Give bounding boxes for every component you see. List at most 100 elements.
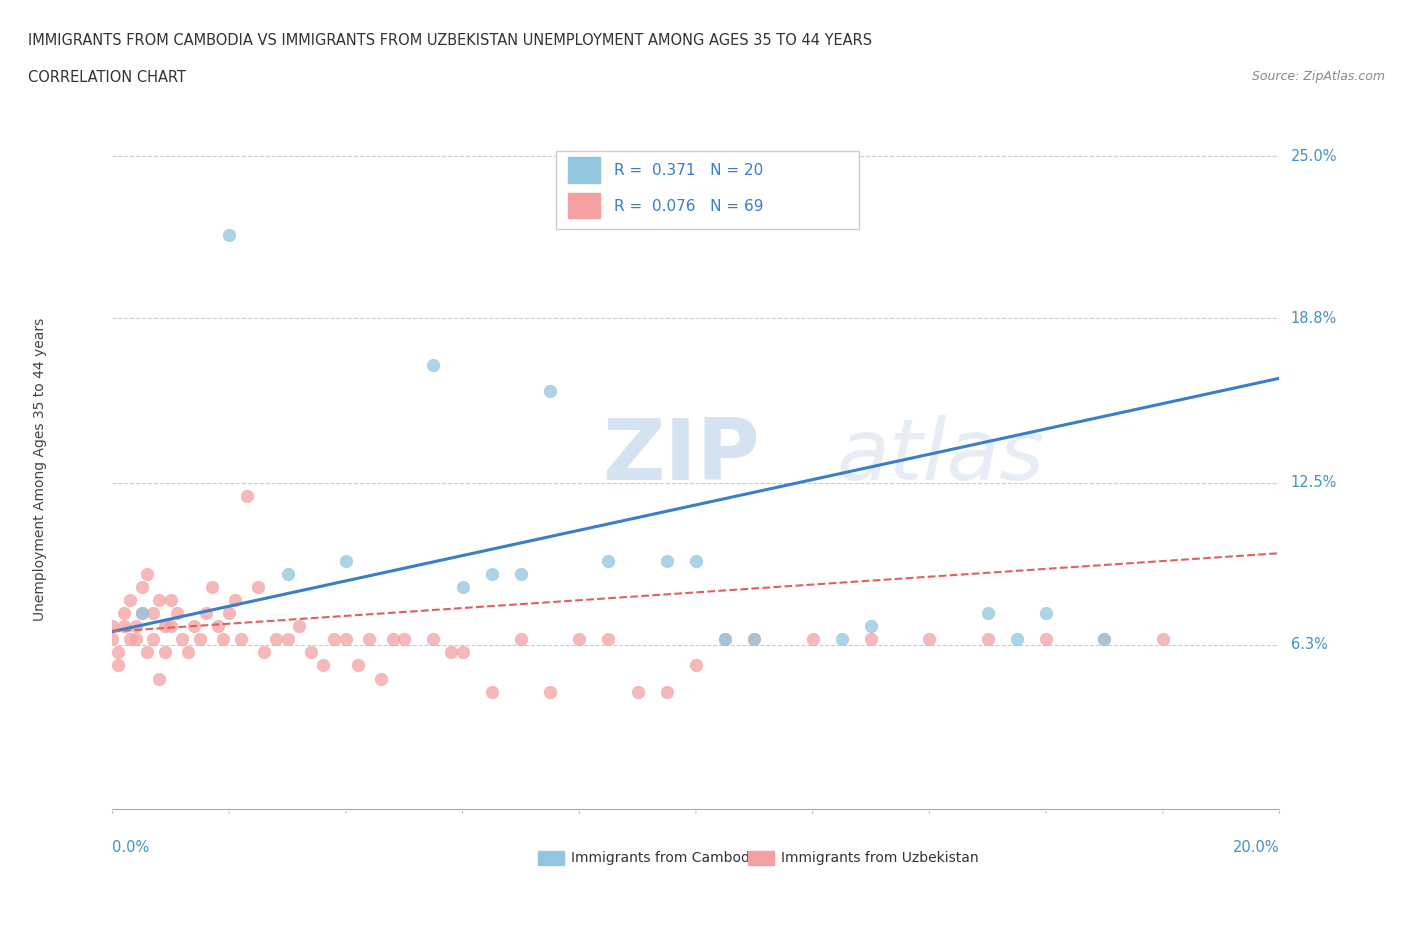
Point (148, 592, 170, 607)
Point (142, 605, 165, 620)
Point (422, 632, 444, 647)
Point (481, 566, 503, 581)
Point (194, 605, 217, 620)
Point (107, 645, 129, 660)
Text: R =  0.371   N = 20: R = 0.371 N = 20 (614, 164, 763, 179)
Point (118, 592, 141, 607)
Point (131, 605, 153, 620)
Bar (538, 851, 564, 866)
Point (1005, 632, 1028, 647)
Point (153, 618, 176, 633)
Point (166, 605, 188, 620)
Point (335, 553, 357, 568)
Point (509, 632, 531, 647)
Point (1152, 632, 1174, 647)
Point (451, 579, 474, 594)
Text: Source: ZipAtlas.com: Source: ZipAtlas.com (1251, 70, 1385, 83)
Point (107, 658, 129, 673)
Text: Immigrants from Uzbekistan: Immigrants from Uzbekistan (782, 851, 979, 865)
Point (201, 579, 224, 594)
Point (976, 605, 998, 620)
Point (742, 632, 765, 647)
Point (685, 553, 707, 568)
Point (112, 618, 135, 633)
Point (714, 632, 737, 647)
Bar (748, 851, 775, 866)
Point (335, 632, 357, 647)
Point (627, 684, 650, 699)
Point (276, 632, 298, 647)
Text: IMMIGRANTS FROM CAMBODIA VS IMMIGRANTS FROM UZBEKISTAN UNEMPLOYMENT AMONG AGES 3: IMMIGRANTS FROM CAMBODIA VS IMMIGRANTS F… (28, 33, 872, 47)
Point (153, 645, 176, 660)
Text: Immigrants from Cambodia: Immigrants from Cambodia (571, 851, 762, 865)
Text: atlas: atlas (837, 415, 1045, 498)
Point (136, 645, 159, 660)
Point (509, 566, 531, 581)
Point (359, 632, 381, 647)
Text: 20.0%: 20.0% (1233, 840, 1279, 855)
Point (655, 553, 678, 568)
Point (370, 671, 392, 686)
Point (131, 579, 153, 594)
Text: 18.8%: 18.8% (1291, 311, 1337, 325)
Point (1094, 632, 1116, 647)
Point (142, 632, 165, 647)
Point (288, 618, 311, 633)
Point (253, 645, 276, 660)
Point (568, 632, 591, 647)
Point (188, 632, 211, 647)
Point (207, 618, 229, 633)
Point (801, 632, 824, 647)
Point (299, 645, 322, 660)
Point (685, 658, 707, 673)
Text: R =  0.076   N = 69: R = 0.076 N = 69 (614, 199, 763, 214)
Point (860, 618, 883, 633)
Point (323, 632, 346, 647)
Text: CORRELATION CHART: CORRELATION CHART (28, 70, 186, 85)
Point (125, 632, 148, 647)
Point (381, 632, 404, 647)
Point (831, 632, 853, 647)
Point (218, 227, 240, 242)
Point (177, 645, 200, 660)
FancyBboxPatch shape (555, 151, 859, 229)
Point (481, 684, 503, 699)
Point (160, 618, 183, 633)
Point (112, 605, 135, 620)
Text: 6.3%: 6.3% (1291, 637, 1327, 652)
Point (976, 632, 998, 647)
Point (125, 618, 148, 633)
Point (860, 632, 883, 647)
Point (742, 632, 765, 647)
Point (714, 632, 737, 647)
Point (346, 658, 368, 673)
Text: Unemployment Among Ages 35 to 44 years: Unemployment Among Ages 35 to 44 years (34, 318, 48, 621)
Point (247, 579, 270, 594)
Point (224, 592, 246, 607)
Point (218, 605, 240, 620)
Text: 12.5%: 12.5% (1291, 475, 1337, 490)
Text: ZIP: ZIP (603, 415, 761, 498)
Point (148, 671, 170, 686)
Point (172, 632, 194, 647)
Text: 25.0%: 25.0% (1291, 149, 1337, 164)
Point (131, 605, 153, 620)
Bar (568, 157, 600, 183)
Point (276, 566, 298, 581)
Point (538, 384, 561, 399)
Point (311, 658, 333, 673)
Point (1035, 605, 1057, 620)
Point (1035, 632, 1057, 647)
Point (598, 553, 620, 568)
Point (235, 488, 257, 503)
Point (229, 632, 252, 647)
Point (538, 684, 561, 699)
Point (183, 618, 205, 633)
Point (451, 645, 474, 660)
Point (264, 632, 287, 647)
Point (101, 632, 124, 647)
Point (598, 632, 620, 647)
Point (160, 592, 183, 607)
Point (118, 632, 141, 647)
Text: 0.0%: 0.0% (112, 840, 149, 855)
